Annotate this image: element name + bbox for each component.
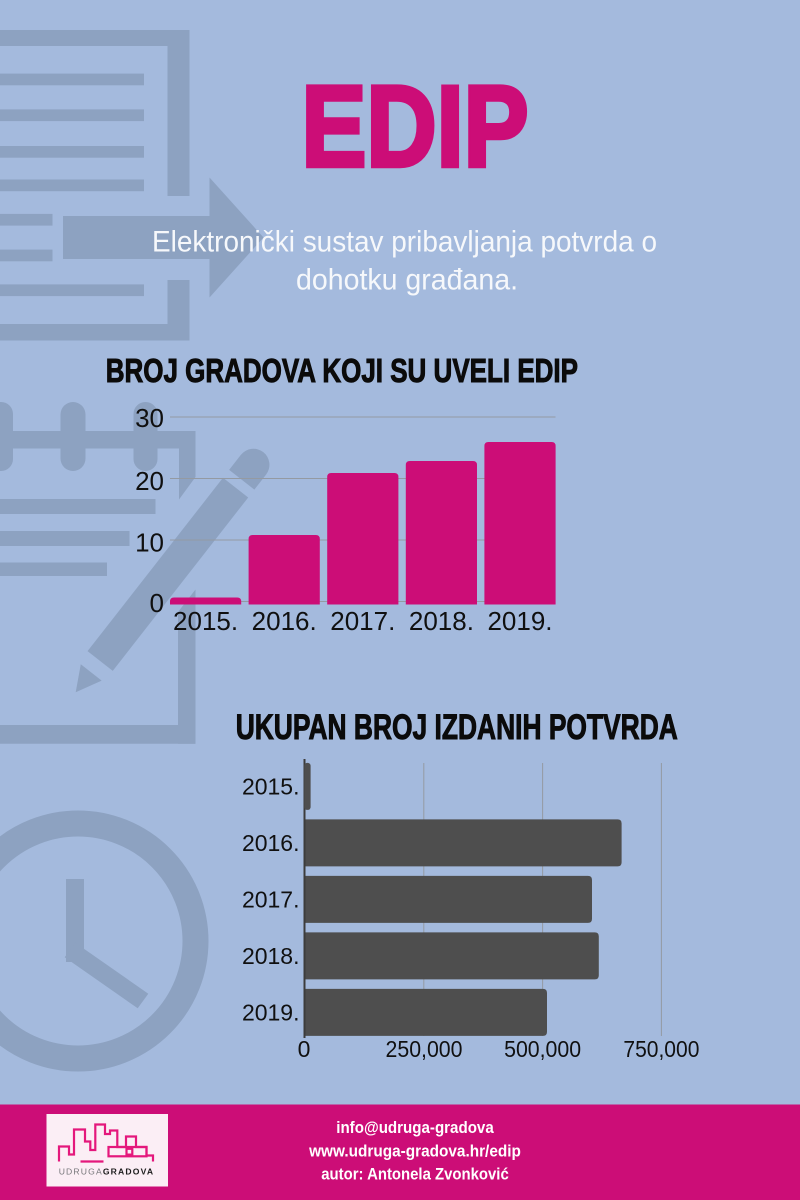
svg-text:UDRUGAGRADOVA: UDRUGAGRADOVA: [59, 1166, 155, 1176]
svg-text:2016.: 2016.: [252, 606, 317, 636]
svg-text:2016.: 2016.: [242, 830, 300, 856]
svg-text:2019.: 2019.: [487, 606, 552, 636]
svg-text:EDIP: EDIP: [302, 63, 529, 191]
svg-text:2015.: 2015.: [242, 774, 300, 800]
svg-text:750,000: 750,000: [623, 1036, 699, 1062]
svg-text:2015.: 2015.: [173, 606, 238, 636]
svg-text:dohotku građana.: dohotku građana.: [296, 263, 518, 296]
svg-text:2019.: 2019.: [242, 1000, 300, 1026]
svg-text:www.udruga-gradova.hr/edip: www.udruga-gradova.hr/edip: [308, 1142, 521, 1160]
svg-text:250,000: 250,000: [386, 1036, 463, 1062]
svg-text:500,000: 500,000: [504, 1036, 581, 1062]
svg-text:2017.: 2017.: [330, 606, 395, 636]
svg-text:30: 30: [135, 403, 164, 433]
svg-text:2017.: 2017.: [242, 887, 300, 913]
svg-text:Elektronički sustav pribavljan: Elektronički sustav pribavljanja potvrda…: [152, 226, 657, 259]
svg-text:0: 0: [298, 1036, 311, 1062]
svg-text:autor: Antonela Zvonković: autor: Antonela Zvonković: [321, 1166, 509, 1184]
svg-text:BROJ GRADOVA KOJI SU UVELI EDI: BROJ GRADOVA KOJI SU UVELI EDIP: [106, 352, 578, 389]
svg-text:info@udruga-gradova: info@udruga-gradova: [336, 1119, 494, 1137]
svg-text:0: 0: [150, 588, 164, 618]
svg-text:2018.: 2018.: [409, 606, 474, 636]
svg-text:2018.: 2018.: [242, 943, 300, 969]
svg-text:UKUPAN BROJ IZDANIH POTVRDA: UKUPAN BROJ IZDANIH POTVRDA: [236, 708, 678, 747]
svg-text:10: 10: [135, 528, 164, 558]
svg-text:20: 20: [135, 466, 164, 496]
